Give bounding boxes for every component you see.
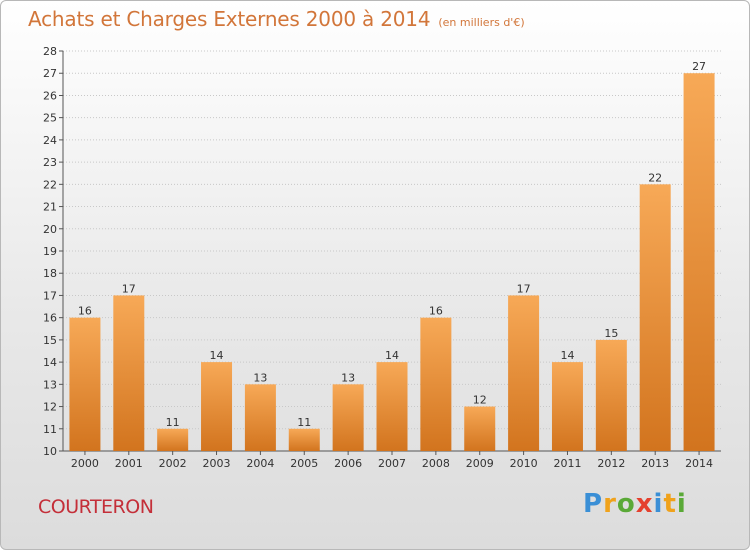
y-tick-label: 12: [43, 401, 57, 414]
bars: [69, 73, 715, 452]
value-label: 14: [560, 349, 574, 362]
y-tick-label: 24: [43, 134, 57, 147]
chart-title-main: Achats et Charges Externes 2000 à 2014: [28, 7, 431, 31]
y-tick-label: 17: [43, 289, 57, 302]
bar: [551, 362, 583, 451]
x-tick-label: 2010: [510, 457, 538, 470]
y-tick-label: 28: [43, 45, 57, 58]
bar: [201, 362, 233, 451]
y-tick-label: 10: [43, 445, 57, 458]
value-label: 11: [166, 416, 180, 429]
x-tick-label: 2003: [203, 457, 231, 470]
value-label: 12: [473, 394, 487, 407]
y-tick-label: 13: [43, 378, 57, 391]
y-tick-label: 19: [43, 245, 57, 258]
bar: [639, 184, 671, 452]
x-tick-label: 2008: [422, 457, 450, 470]
value-label: 17: [122, 282, 136, 295]
value-label: 15: [604, 327, 618, 340]
bar: [157, 428, 189, 451]
x-tick-label: 2009: [466, 457, 494, 470]
value-label: 14: [210, 349, 224, 362]
y-tick-label: 23: [43, 156, 57, 169]
y-tick-label: 22: [43, 178, 57, 191]
logo-letter: r: [603, 489, 617, 519]
logo-letter: P: [583, 489, 604, 519]
bar: [69, 317, 101, 451]
x-tick-label: 2011: [553, 457, 581, 470]
axes: 10 11 12 13 14 15 16 17 18 19 20 21 22 23 24 25 26 27 28 20…: [43, 45, 721, 470]
bar: [595, 339, 627, 451]
logo-letter: x: [635, 489, 654, 519]
value-label: 13: [253, 371, 267, 384]
x-tick-label: 2014: [685, 457, 713, 470]
value-label: 13: [341, 371, 355, 384]
value-label: 11: [297, 416, 311, 429]
x-tick-label: 2001: [115, 457, 143, 470]
proxiti-logo: Proxiti: [583, 489, 687, 519]
chart-title: Achats et Charges Externes 2000 à 2014 (e…: [28, 7, 525, 31]
y-tick-label: 14: [43, 356, 57, 369]
y-tick-label: 25: [43, 112, 57, 125]
logo-letter: i: [676, 489, 687, 519]
bar: [244, 384, 276, 451]
value-label: 17: [517, 282, 531, 295]
bar: [508, 295, 540, 451]
value-label: 14: [385, 349, 399, 362]
bar: [332, 384, 364, 451]
y-tick-label: 18: [43, 267, 57, 280]
logo-letter: i: [653, 489, 664, 519]
x-tick-label: 2007: [378, 457, 406, 470]
y-tick-label: 15: [43, 334, 57, 347]
x-tick-label: 2004: [246, 457, 274, 470]
y-tick-label: 11: [43, 423, 57, 436]
bar: [683, 73, 715, 451]
logo-letter: o: [616, 489, 636, 519]
bar: [113, 295, 145, 451]
value-label: 27: [692, 60, 706, 73]
x-tick-label: 2006: [334, 457, 362, 470]
value-label: 16: [429, 305, 443, 318]
bar: [420, 317, 452, 451]
x-tick-label: 2000: [71, 457, 99, 470]
y-tick-label: 26: [43, 89, 57, 102]
x-tick-label: 2002: [159, 457, 187, 470]
chart-subtitle: (en milliers d'€): [438, 16, 525, 29]
y-tick-label: 20: [43, 223, 57, 236]
y-tick-label: 21: [43, 201, 57, 214]
bar: [376, 362, 408, 451]
logo-letter: t: [663, 489, 677, 519]
x-tick-label: 2005: [290, 457, 318, 470]
bar: [464, 406, 496, 451]
x-tick-label: 2012: [597, 457, 625, 470]
value-label: 16: [78, 305, 92, 318]
commune-name: COURTERON: [38, 496, 154, 518]
y-tick-label: 16: [43, 312, 57, 325]
value-labels: 16 17 11 14 13 11 13 14 16 12 17 14 15 22 27: [78, 60, 706, 429]
value-label: 22: [648, 171, 662, 184]
y-tick-label: 27: [43, 67, 57, 80]
x-tick-label: 2013: [641, 457, 669, 470]
bar: [288, 428, 320, 451]
